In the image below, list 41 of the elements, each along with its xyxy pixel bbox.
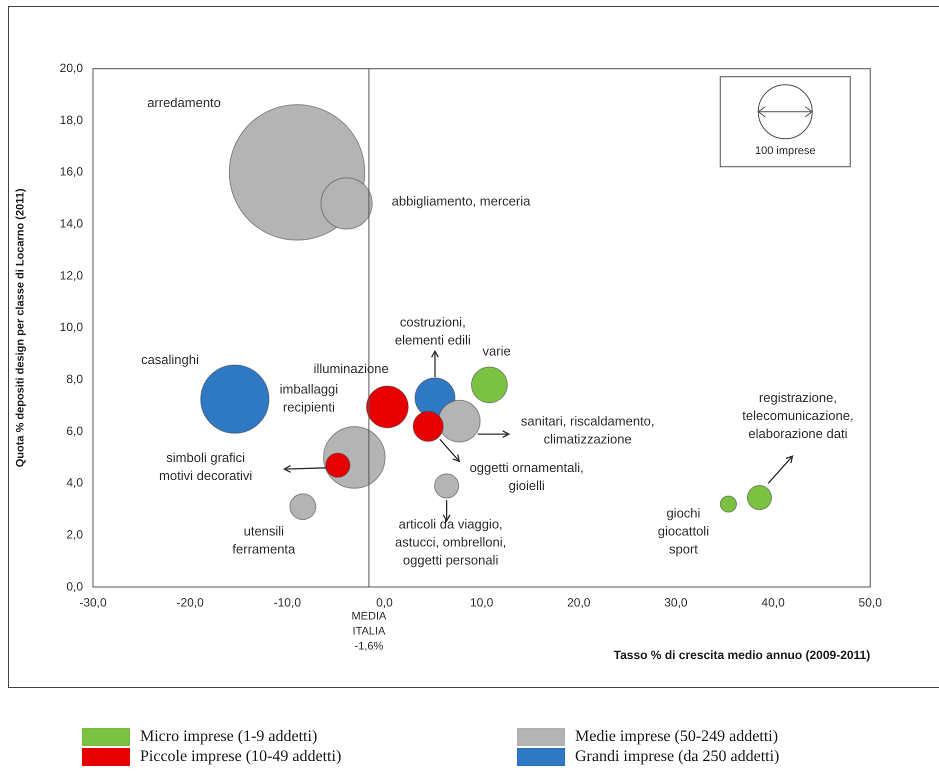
y-tick-label: 4,0 [66, 476, 84, 490]
annotation: articoli da viaggio, astucci, ombrelloni, oggetti personali [395, 516, 506, 568]
y-tick-label: 2,0 [66, 527, 84, 542]
y-tick-label: 12,0 [60, 268, 84, 282]
y-tick-label: 20,0 [60, 61, 84, 76]
legend-label: Grandi imprese (da 250 addetti) [574, 747, 780, 767]
annotation: casalinghi [141, 352, 199, 368]
annotation: varie [482, 344, 511, 359]
y-tick-label: 16,0 [60, 164, 84, 179]
x-tick-label: 50,0 [858, 596, 882, 610]
annotation: utensili ferramenta [232, 523, 296, 556]
legend-label: 100 imprese [754, 144, 816, 157]
annotation: registrazione, telecomunicazione, elaborazione dati [742, 390, 854, 442]
annotation: giochi giocattoli sport [658, 506, 710, 557]
legend-label: Medie imprese (50-249 addetti) [574, 727, 780, 747]
annotation: imballaggi recipienti [280, 382, 338, 415]
y-axis-title: Quota % depositi design per classe di Locarno (2011) [14, 188, 27, 468]
y-tick-label: 0,0 [66, 579, 84, 594]
y-tick-label: 18,0 [60, 112, 84, 127]
annotation: costruzioni, elementi edili [394, 314, 471, 348]
annotation: simboli grafici motivi decorativi [159, 450, 252, 484]
ref-line-label: MEDIA ITALIA -1,6% [351, 610, 387, 653]
annotation: abbigliamento, merceria [392, 193, 532, 208]
y-tick-label: 14,0 [60, 216, 84, 231]
annotation: sanitari, riscaldamento, climatizzazione [520, 414, 655, 447]
annotation: oggetti ornamentali, gioielli [470, 460, 584, 493]
y-tick-label: 6,0 [66, 424, 84, 438]
x-tick-label: 10,0 [470, 596, 494, 610]
x-tick-label: 40,0 [761, 596, 786, 610]
x-tick-label: -30,0 [79, 596, 107, 610]
x-tick-label: 0,0 [376, 596, 394, 610]
x-tick-label: -20,0 [176, 596, 204, 610]
x-axis-title: Tasso % di crescita medio annuo (2009-2011) [614, 648, 870, 662]
y-tick-label: 10,0 [60, 320, 84, 334]
x-tick-label: 30,0 [664, 596, 688, 610]
x-tick-label: -10,0 [274, 596, 302, 610]
annotation: arredamento [147, 95, 221, 110]
legend-label: Micro imprese (1-9 addetti) [139, 727, 318, 747]
x-tick-label: 20,0 [567, 596, 591, 610]
legend-label: Piccole imprese (10-49 addetti) [139, 747, 342, 767]
y-tick-label: 8,0 [66, 372, 84, 386]
